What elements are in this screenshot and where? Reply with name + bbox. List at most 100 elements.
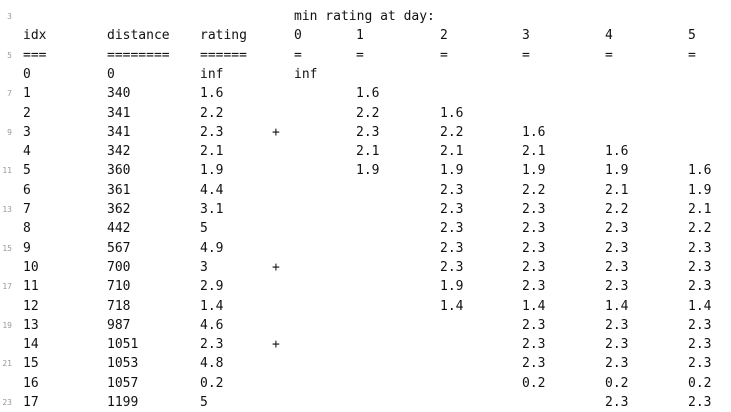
cell-c2: 2.3 [440,200,463,219]
cell-c5: 1.4 [688,297,711,316]
code-line: idx distance rating 0 1 2 3 4 5 [0,26,731,45]
cell-idx: 6 [23,181,31,200]
code-line: 15 9 567 4.9 2.3 2.3 2.3 2.3 [0,239,731,258]
code-line: 0 0 inf inf [0,65,731,84]
cell-dist: 700 [107,258,130,277]
code-line: 2 341 2.2 2.2 1.6 [0,104,731,123]
code-line: 23 17 1199 5 2.3 2.3 [0,393,731,412]
cell-rating: 4.9 [200,239,223,258]
cell-c2: = [440,46,448,65]
cell-idx: 11 [23,277,39,296]
cell-c4: = [605,46,613,65]
code-line: 17 11 710 2.9 1.9 2.3 2.3 2.3 [0,277,731,296]
cell-dist: 362 [107,200,130,219]
code-line: 12 718 1.4 1.4 1.4 1.4 1.4 [0,297,731,316]
code-line: 10 700 3 +2.3 2.3 2.3 2.3 [0,258,731,277]
cell-c5: 2.3 [688,335,711,354]
cell-c1: 1.9 [356,161,379,180]
cell-rating: 0.2 [200,374,223,393]
cell-idx: 1 [23,84,31,103]
cell-c1: 1.6 [356,84,379,103]
cell-dist: 342 [107,142,130,161]
cell-idx: 8 [23,219,31,238]
code-line: 21 15 1053 4.8 2.3 2.3 2.3 [0,354,731,373]
cell-c5: 2.1 [688,200,711,219]
cell-idx: 10 [23,258,39,277]
cell-c3: 2.3 [522,335,545,354]
cell-c4: 0.2 [605,374,628,393]
cell-c3: 2.3 [522,239,545,258]
line-number: 21 [0,354,12,373]
cell-c3: 2.3 [522,200,545,219]
line-number: 15 [0,239,12,258]
cell-c1: 2.2 [356,104,379,123]
cell-idx: 12 [23,297,39,316]
cell-c4: 1.9 [605,161,628,180]
cell-c1: = [356,46,364,65]
code-line: 6 361 4.4 2.3 2.2 2.1 1.9 [0,181,731,200]
cell-c5: 2.2 [688,219,711,238]
cell-c2: 1.9 [440,277,463,296]
line-number: 17 [0,277,12,296]
cell-dist: 1053 [107,354,138,373]
cell-c2: 2 [440,26,448,45]
cell-c5: 0.2 [688,374,711,393]
cell-rating: 1.9 [200,161,223,180]
cell-c5: 1.6 [688,161,711,180]
cell-c0: inf [294,65,317,84]
line-number: 9 [0,123,12,142]
cell-c4: 2.3 [605,354,628,373]
cell-c1: 1 [356,26,364,45]
cell-idx: 5 [23,161,31,180]
line-number: 11 [0,161,12,180]
cell-c5: 5 [688,26,696,45]
cell-rating: rating [200,26,247,45]
cell-rating: 2.3 [200,123,223,142]
cell-idx: === [23,46,46,65]
line-number: 7 [0,84,12,103]
cell-dist: 567 [107,239,130,258]
cell-dist: 1199 [107,393,138,412]
cell-dist: 0 [107,65,115,84]
cell-dist: distance [107,26,170,45]
cell-dist: 718 [107,297,130,316]
cell-rating: inf [200,65,223,84]
line-number: 5 [0,46,12,65]
cell-c4: 2.1 [605,181,628,200]
code-line: 14 1051 2.3 +2.3 2.3 2.3 [0,335,731,354]
cell-c5: 2.3 [688,393,711,412]
cell-rating: 2.1 [200,142,223,161]
cell-dist: 442 [107,219,130,238]
cell-c5: = [688,46,696,65]
cell-rating: 2.3 [200,335,223,354]
cell-idx: idx [23,26,46,45]
cell-idx: 0 [23,65,31,84]
cell-c2: 2.3 [440,181,463,200]
code-line: 9 3 341 2.3 +2.3 2.2 1.6 [0,123,731,142]
cell-c1: 2.3 [356,123,379,142]
cell-c3: 1.6 [522,123,545,142]
cell-c2: 2.3 [440,239,463,258]
cell-c2: 2.3 [440,219,463,238]
cell-c1: 2.1 [356,142,379,161]
cell-idx: 2 [23,104,31,123]
cell-plus: + [272,123,280,142]
cell-c3: 2.3 [522,354,545,373]
cell-c3: 3 [522,26,530,45]
code-line: 13 7 362 3.1 2.3 2.3 2.2 2.1 [0,200,731,219]
cell-rating: 1.4 [200,297,223,316]
cell-idx: 16 [23,374,39,393]
cell-c4: 2.3 [605,335,628,354]
cell-c4: 1.6 [605,142,628,161]
cell-c4: 2.3 [605,316,628,335]
cell-rating: 5 [200,393,208,412]
cell-c5: 2.3 [688,354,711,373]
cell-c4: 2.3 [605,393,628,412]
cell-rating: 3 [200,258,208,277]
cell-rating: 3.1 [200,200,223,219]
cell-idx: 9 [23,239,31,258]
cell-rating: 4.6 [200,316,223,335]
cell-dist: 340 [107,84,130,103]
cell-c2: 2.3 [440,258,463,277]
cell-idx: 17 [23,393,39,412]
